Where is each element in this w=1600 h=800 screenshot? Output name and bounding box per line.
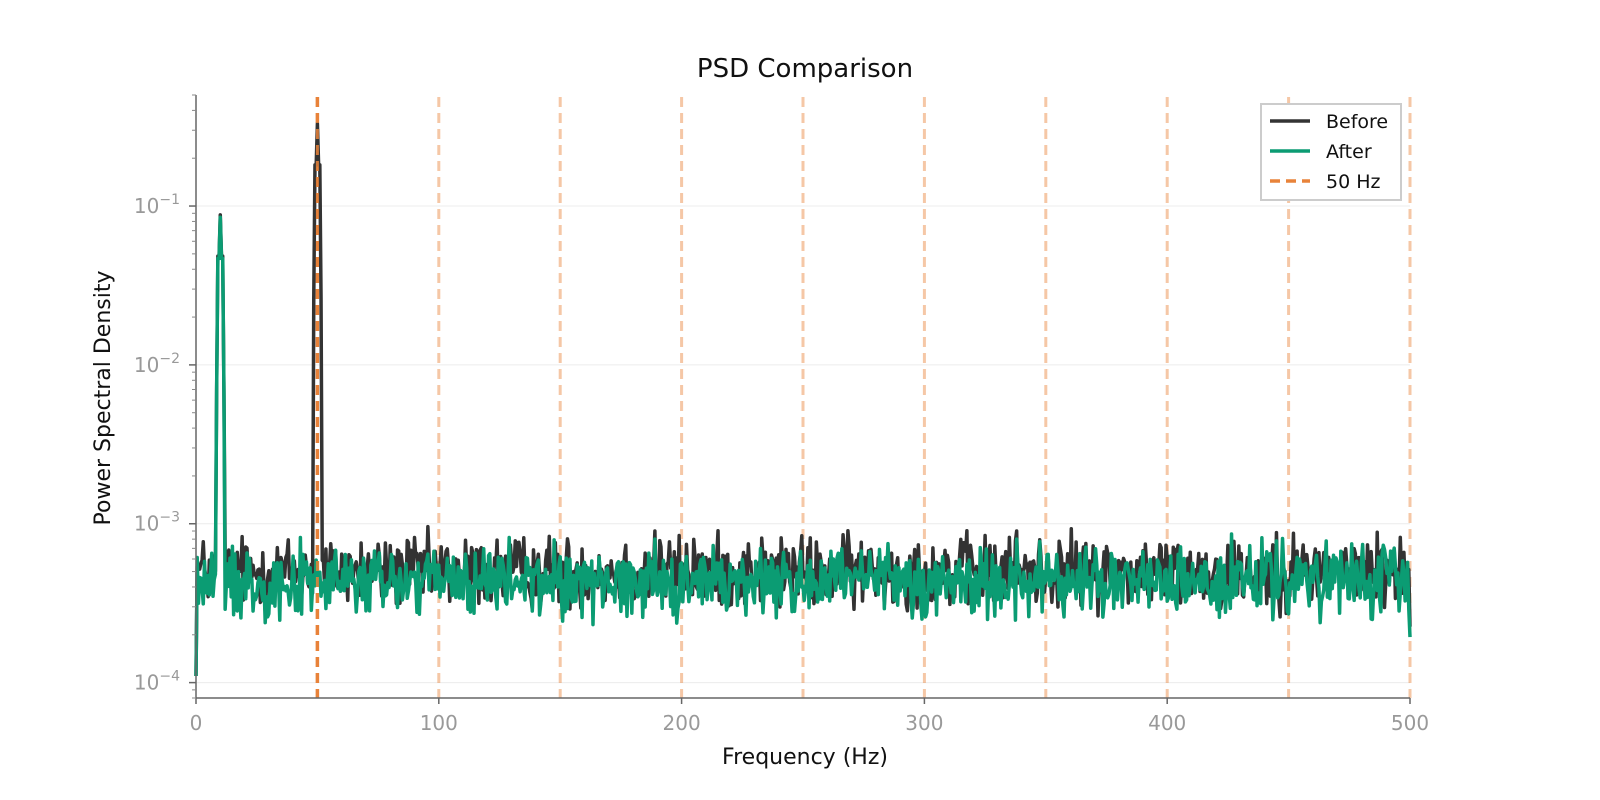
legend-label-before: Before	[1326, 111, 1388, 133]
legend-label-after: After	[1326, 141, 1372, 163]
series-layer	[194, 97, 1412, 698]
chart-title: PSD Comparison	[697, 54, 913, 84]
x-axis-label: Frequency (Hz)	[722, 745, 888, 770]
x-tick-label-500: 500	[1391, 711, 1429, 735]
y-axis-label: Power Spectral Density	[91, 271, 116, 526]
grid-layer	[196, 205, 1410, 684]
x-tick-label-100: 100	[420, 711, 458, 735]
x-tick-label-300: 300	[905, 711, 943, 735]
ticks-layer: 0 100 200 300 400 500 10−4 10−3 10−2 10−1	[134, 94, 1429, 735]
x-tick-label-400: 400	[1148, 711, 1186, 735]
x-tick-label-0: 0	[190, 711, 203, 735]
series-line-after	[194, 215, 1412, 677]
y-tick-label-1: 10−3	[134, 510, 180, 536]
x-tick-label-200: 200	[663, 711, 701, 735]
reference-lines-layer	[315, 97, 1412, 698]
legend: Before After 50 Hz	[1260, 103, 1402, 201]
y-tick-label-0: 10−4	[134, 669, 180, 695]
axes-layer	[195, 95, 1410, 699]
legend-label-50hz: 50 Hz	[1326, 171, 1381, 193]
y-tick-label-2: 10−2	[134, 351, 180, 377]
y-tick-label-3: 10−1	[134, 192, 180, 218]
